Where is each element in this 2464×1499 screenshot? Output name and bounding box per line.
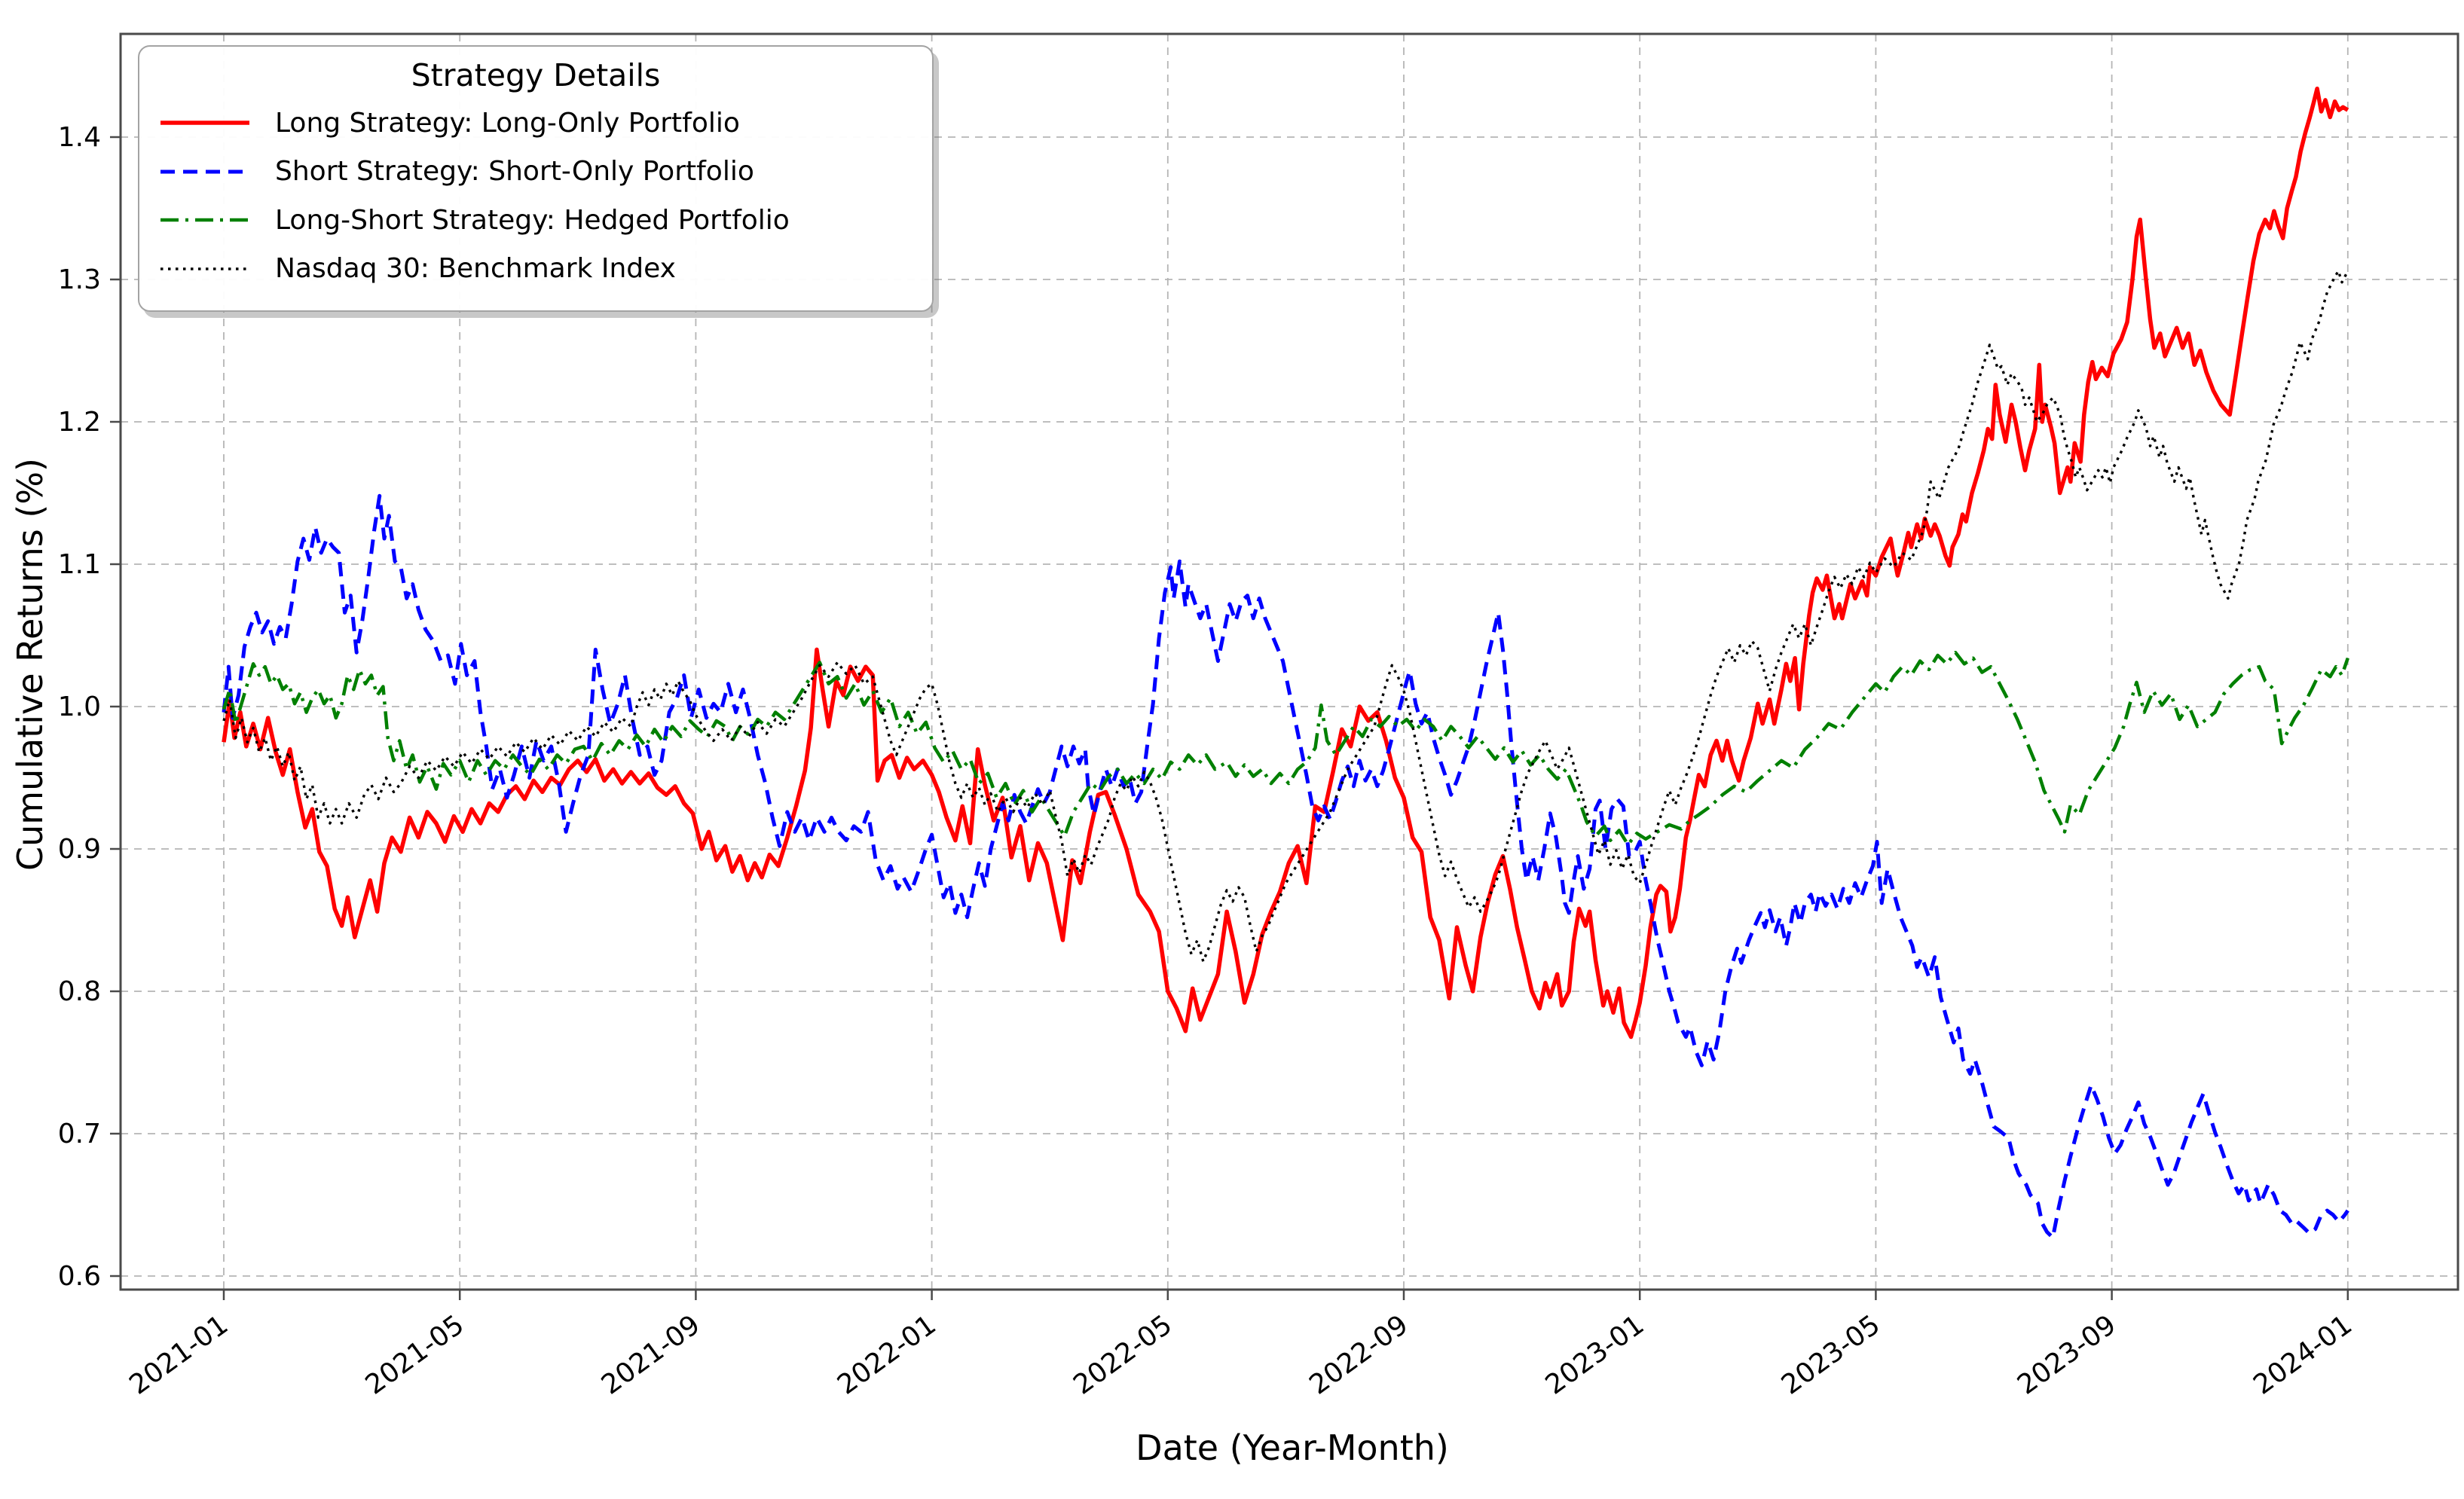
grid xyxy=(121,34,2458,1290)
legend-item-label: Long Strategy: Long-Only Portfolio xyxy=(275,107,740,139)
x-tick-label: 2022-05 xyxy=(1068,1309,1178,1401)
legend-item-label: Short Strategy: Short-Only Portfolio xyxy=(275,156,754,188)
legend-items: Long Strategy: Long-Only Portfolio Short … xyxy=(159,101,913,291)
series-line-long xyxy=(222,86,2349,1040)
legend-sample-line-dashed xyxy=(160,169,249,174)
legend-title: Strategy Details xyxy=(411,57,661,93)
legend-sample-line-dashdot xyxy=(160,218,249,222)
x-tick-label: 2023-09 xyxy=(2012,1309,2122,1401)
legend-item-label: Nasdaq 30: Benchmark Index xyxy=(275,253,676,285)
y-tick-label: 1.1 xyxy=(58,549,101,580)
y-tick-label: 0.9 xyxy=(58,834,101,865)
series-line-short xyxy=(222,493,2349,1240)
legend-item-benchmark: Nasdaq 30: Benchmark Index xyxy=(159,247,913,291)
x-tick-label: 2023-01 xyxy=(1540,1309,1650,1401)
x-tick-label: 2022-09 xyxy=(1304,1309,1414,1401)
y-tick-label: 1.3 xyxy=(58,264,101,295)
x-tick-label: 2021-01 xyxy=(124,1309,234,1401)
legend-item-long_short: Long-Short Strategy: Hedged Portfolio xyxy=(159,198,913,242)
y-tick-label: 0.6 xyxy=(58,1261,101,1292)
legend-item-label: Long-Short Strategy: Hedged Portfolio xyxy=(275,204,790,236)
x-tick-label: 2021-05 xyxy=(360,1309,470,1401)
legend: Strategy Details Long Strategy: Long-Onl… xyxy=(138,45,934,312)
x-tick-label: 2024-01 xyxy=(2248,1309,2358,1401)
y-tick-label: 0.8 xyxy=(58,976,101,1007)
x-tick-label: 2022-01 xyxy=(832,1309,942,1401)
y-tick-label: 0.7 xyxy=(58,1119,101,1149)
series-line-benchmark xyxy=(222,270,2349,963)
legend-sample-line-solid xyxy=(160,121,249,125)
plot-border xyxy=(119,32,2459,1291)
axis-ticks: 0.6 0.7 0.8 0.9 1.0 1.1 1.2 1.3 1.4 2021-01 2021-0… xyxy=(58,122,2358,1401)
x-axis-label: Date (Year-Month) xyxy=(1136,1427,1449,1468)
x-tick-label: 2021-09 xyxy=(596,1309,706,1401)
y-axis-label: Cumulative Returns (%) xyxy=(10,458,50,872)
legend-item-long: Long Strategy: Long-Only Portfolio xyxy=(159,101,913,145)
legend-sample-line-dotted xyxy=(160,267,249,270)
y-tick-label: 1.0 xyxy=(58,691,101,722)
x-tick-label: 2023-05 xyxy=(1776,1309,1886,1401)
series-line-long_short xyxy=(222,650,2349,847)
y-tick-label: 1.2 xyxy=(58,407,101,438)
y-tick-label: 1.4 xyxy=(58,122,101,153)
legend-item-short: Short Strategy: Short-Only Portfolio xyxy=(159,150,913,194)
